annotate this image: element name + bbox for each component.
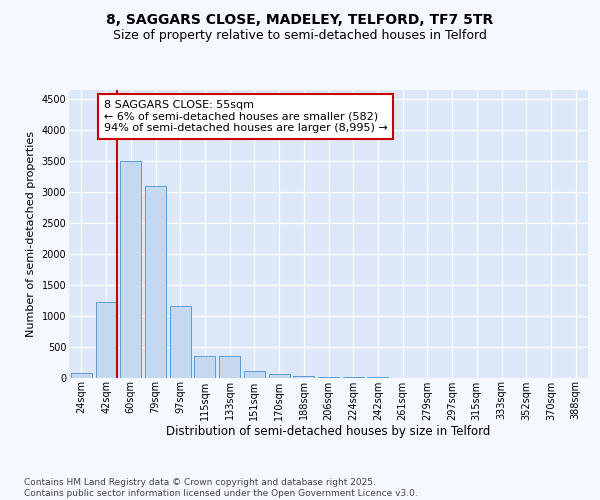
Bar [244, 372, 265, 378]
Bar [293, 376, 314, 378]
Y-axis label: Number of semi-detached properties: Number of semi-detached properties [26, 130, 36, 337]
Bar [219, 356, 240, 378]
X-axis label: Distribution of semi-detached houses by size in Telford: Distribution of semi-detached houses by … [166, 425, 491, 438]
Text: Size of property relative to semi-detached houses in Telford: Size of property relative to semi-detach… [113, 29, 487, 42]
Bar [71, 372, 92, 378]
Bar [194, 356, 215, 378]
Bar [120, 161, 141, 378]
Text: Contains HM Land Registry data © Crown copyright and database right 2025.
Contai: Contains HM Land Registry data © Crown c… [24, 478, 418, 498]
Bar [145, 186, 166, 378]
Bar [318, 377, 339, 378]
Text: 8 SAGGARS CLOSE: 55sqm
← 6% of semi-detached houses are smaller (582)
94% of sem: 8 SAGGARS CLOSE: 55sqm ← 6% of semi-deta… [104, 100, 388, 133]
Bar [170, 306, 191, 378]
Bar [269, 374, 290, 378]
Bar [95, 302, 116, 378]
Text: 8, SAGGARS CLOSE, MADELEY, TELFORD, TF7 5TR: 8, SAGGARS CLOSE, MADELEY, TELFORD, TF7 … [106, 12, 494, 26]
